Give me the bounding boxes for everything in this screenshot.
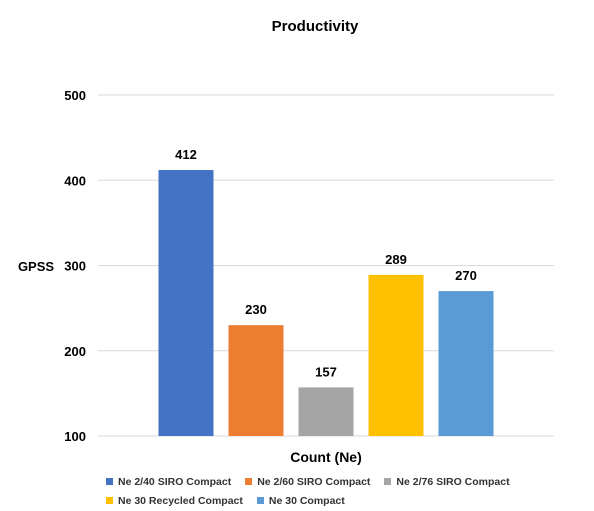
legend-swatch xyxy=(256,497,264,504)
bars xyxy=(158,170,494,436)
y-tick-label: 500 xyxy=(64,88,86,103)
y-tick-label: 100 xyxy=(64,429,86,444)
legend-label: Ne 2/60 SIRO Compact xyxy=(257,475,371,488)
y-axis-ticks: 100 200 300 400 500 xyxy=(64,88,86,444)
y-tick-label: 300 xyxy=(64,259,86,274)
bar xyxy=(368,274,424,436)
legend-label: Ne 2/40 SIRO Compact xyxy=(118,475,232,488)
bar xyxy=(228,325,284,436)
legend-item: Ne 30 Compact xyxy=(256,494,345,507)
y-axis-label: GPSS xyxy=(18,259,54,274)
data-label: 157 xyxy=(315,364,337,379)
legend-label: Ne 2/76 SIRO Compact xyxy=(396,475,510,488)
y-tick-label: 400 xyxy=(64,173,86,188)
bar xyxy=(438,291,494,436)
data-label: 289 xyxy=(385,252,407,267)
legend-item: Ne 2/40 SIRO Compact xyxy=(106,476,231,488)
data-label: 412 xyxy=(175,147,197,162)
legend-item: Ne 2/60 SIRO Compact xyxy=(245,476,370,488)
legend-swatch xyxy=(384,478,392,485)
legend-label: Ne 30 Recycled Compact xyxy=(118,494,243,507)
x-axis-label: Count (Ne) xyxy=(290,449,362,465)
chart-title: Productivity xyxy=(272,18,359,35)
data-labels: 412 230 157 289 270 xyxy=(175,147,477,379)
legend-row: Ne 30 Recycled Compact Ne 30 Compact xyxy=(106,491,576,510)
bar xyxy=(158,170,214,436)
legend-label: Ne 30 Compact xyxy=(268,494,345,507)
legend-item: Ne 30 Recycled Compact xyxy=(106,495,243,507)
data-label: 270 xyxy=(455,268,477,283)
y-tick-label: 200 xyxy=(64,344,86,359)
legend-row: Ne 2/40 SIRO Compact Ne 2/60 SIRO Compact… xyxy=(106,472,576,491)
legend-swatch xyxy=(106,478,113,485)
bar xyxy=(298,387,354,436)
legend-swatch xyxy=(106,497,113,504)
legend: Ne 2/40 SIRO Compact Ne 2/60 SIRO Compact… xyxy=(106,472,576,510)
data-label: 230 xyxy=(245,302,267,317)
legend-swatch xyxy=(245,478,253,485)
legend-item: Ne 2/76 SIRO Compact xyxy=(384,475,510,488)
